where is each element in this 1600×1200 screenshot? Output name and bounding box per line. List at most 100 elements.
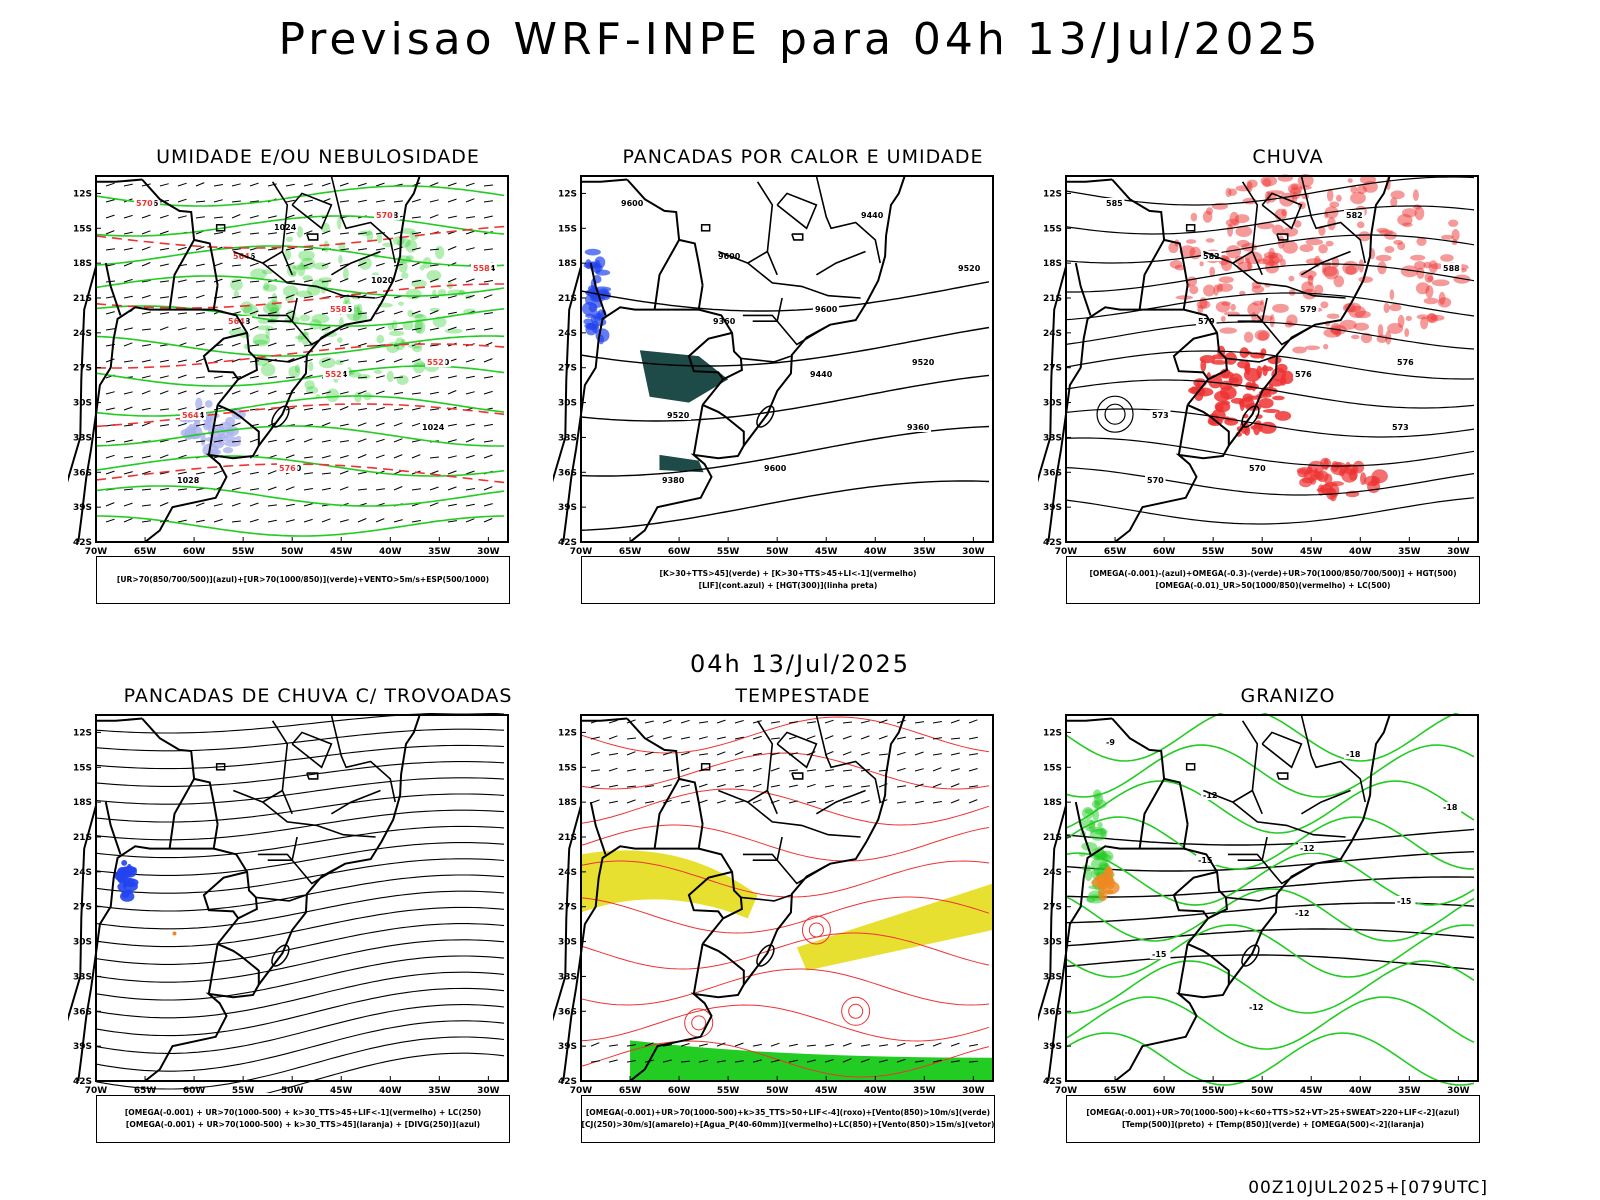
- wind-vector: [608, 735, 618, 740]
- lat-label: 36S: [1043, 468, 1062, 478]
- contour-label-bg: [1293, 369, 1314, 379]
- legend-box: [OMEGA(-0.001) + UR>70(1000-500) + k>30_…: [96, 1095, 510, 1143]
- basemap: [68, 714, 421, 1082]
- wind-vector: [914, 751, 924, 756]
- wind-arrow: [231, 231, 241, 235]
- wind-vector: [662, 1044, 672, 1047]
- rain-area: [1416, 237, 1427, 246]
- wind-arrow: [123, 424, 133, 427]
- hgt500-line: [1066, 263, 1475, 293]
- wind-arrow: [285, 294, 295, 299]
- vortex: [848, 1003, 864, 1019]
- contour-label-bg: [1247, 463, 1268, 473]
- rain-area: [1356, 221, 1365, 229]
- wind-arrow: [159, 424, 169, 427]
- temp850-line: [1065, 924, 1475, 978]
- wind-arrow: [357, 312, 367, 315]
- wind-vector: [968, 719, 978, 724]
- wind-arrow: [231, 390, 241, 395]
- country-border: [212, 285, 258, 406]
- wind-vector: [914, 783, 924, 788]
- hgt500-line: [1065, 379, 1475, 409]
- wind-arrow: [429, 408, 439, 411]
- wind-vector: [752, 783, 762, 788]
- lat-label: 24S: [558, 868, 577, 878]
- wind-arrow: [159, 454, 169, 459]
- map-umidade: 1016101610151020102410201028102410281024…: [68, 175, 509, 554]
- contour-label: -12: [1203, 791, 1217, 800]
- contour-label: 9380: [662, 476, 685, 485]
- lat-label: 30S: [558, 399, 577, 409]
- rain-area: [1323, 343, 1329, 350]
- rain-area: [1400, 265, 1419, 278]
- wind-vector: [806, 1059, 816, 1063]
- contour-label: -12: [1295, 909, 1309, 918]
- wind-arrow: [393, 438, 403, 443]
- map-frame: [95, 175, 509, 543]
- lif-contour: [594, 256, 606, 269]
- humidity-blob: [349, 371, 361, 378]
- wind-arrow: [465, 438, 475, 443]
- rain-area: [1305, 258, 1323, 265]
- wind-arrow: [411, 422, 421, 427]
- thickness-line: [95, 343, 505, 369]
- state-border: [742, 314, 831, 346]
- wind-arrow: [195, 328, 205, 331]
- contour-label-bg: [328, 304, 349, 314]
- wind-arrow: [393, 454, 403, 459]
- rain-area: [1448, 219, 1459, 227]
- lon-label: 35W: [913, 1086, 936, 1093]
- lon-label: 30W: [962, 547, 985, 554]
- wind-vector: [788, 769, 798, 772]
- map-background: [1066, 715, 1478, 1081]
- state-border: [740, 894, 792, 902]
- wind-arrow: [285, 376, 295, 379]
- wind-arrow: [249, 262, 259, 267]
- humidity-blob: [411, 313, 424, 318]
- wind-arrow: [123, 439, 133, 443]
- legend-line: [UR>70(850/700/500)](azul)+[UR>70(1000/8…: [116, 575, 490, 584]
- wind-vector: [770, 1042, 780, 1047]
- humidity-blob: [304, 380, 315, 390]
- rain-area: [1416, 314, 1429, 320]
- wind-arrow: [303, 358, 313, 363]
- wind-arrow: [483, 184, 493, 187]
- wind-arrow: [105, 311, 115, 315]
- streamline: [95, 744, 505, 770]
- wind-arrow: [177, 198, 187, 203]
- humidity-blob: [414, 320, 426, 335]
- lat-label: 27S: [558, 364, 577, 374]
- fields: [95, 713, 508, 1093]
- wind-arrow: [411, 520, 421, 523]
- wind-arrow: [159, 263, 169, 267]
- wind-arrow: [123, 502, 133, 507]
- humidity-blob: [419, 264, 425, 271]
- humidity-blob: [305, 386, 319, 395]
- basemap: [553, 175, 906, 543]
- wind-arrow: [465, 454, 475, 459]
- lon-label: 70W: [570, 1086, 593, 1093]
- country-border: [1138, 778, 1165, 849]
- wind-vector: [914, 1043, 924, 1047]
- wind-vector: [680, 719, 690, 724]
- map-frame: [580, 714, 994, 1082]
- wind-vector: [680, 767, 690, 772]
- rain-area: [1262, 409, 1280, 413]
- legend-line: [OMEGA(-0.001) + UR>70(1000-500) + k>30_…: [124, 1108, 482, 1117]
- lagoon: [1241, 944, 1260, 967]
- wind-arrow: [231, 248, 241, 251]
- wind-arrow: [339, 455, 349, 459]
- wind-vector: [968, 1060, 978, 1063]
- wind-arrow: [375, 438, 385, 443]
- rain-area: [1179, 245, 1196, 258]
- wind-vector: [896, 1058, 906, 1063]
- country-border: [697, 824, 743, 945]
- wind-arrow: [375, 199, 385, 203]
- humidity-blob: [414, 319, 423, 334]
- contour-label-bg: [471, 263, 492, 273]
- rain-area: [1244, 364, 1250, 373]
- country-border: [141, 178, 219, 286]
- rain-area: [1227, 223, 1234, 237]
- humidity-blob: [250, 268, 267, 280]
- lake-shape: [215, 224, 226, 232]
